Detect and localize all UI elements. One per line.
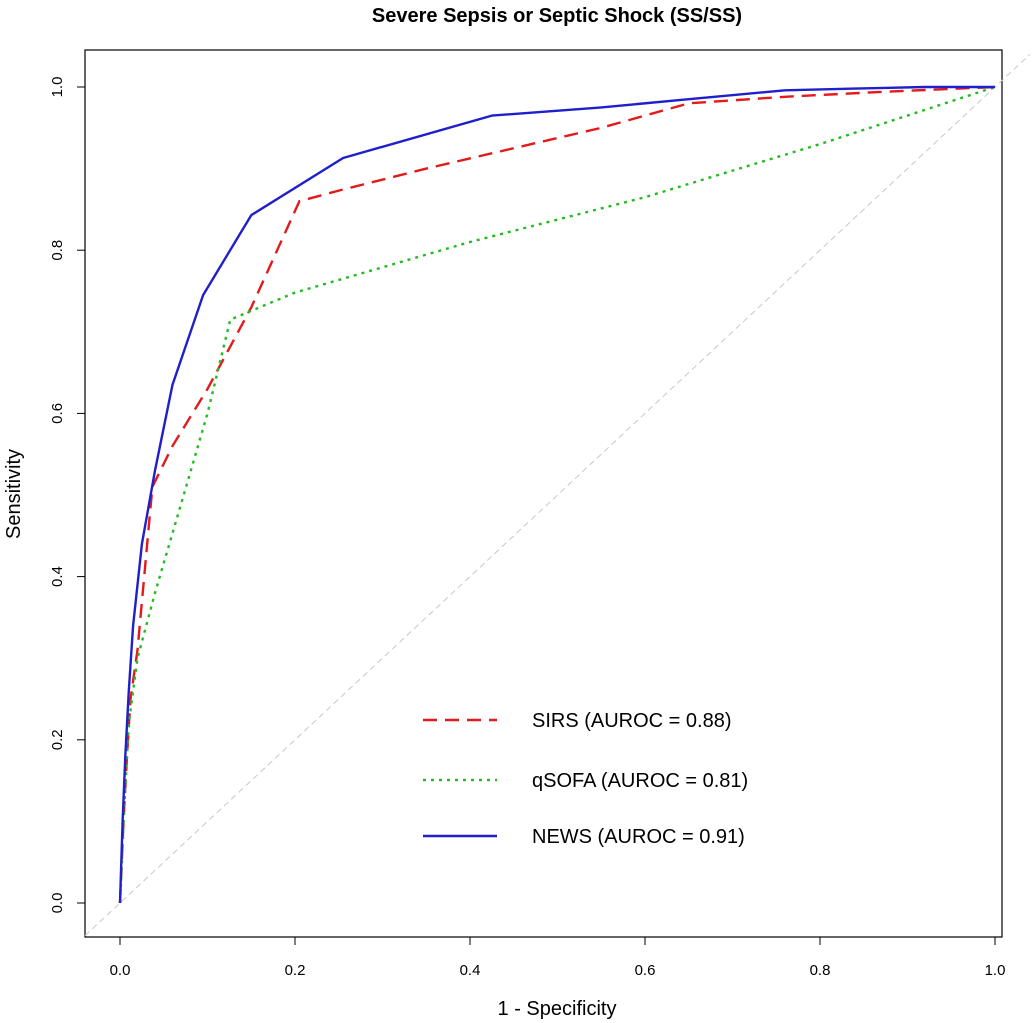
series-layer [118, 85, 996, 904]
y-tick-label: 0.4 [49, 566, 66, 587]
x-tick-label: 0.6 [635, 962, 656, 979]
plot-frame [84, 49, 1003, 938]
reference-line-layer [84, 53, 1031, 937]
x-tick-label: 0.2 [285, 962, 306, 979]
y-tick-label: 0.8 [49, 240, 66, 261]
x-tick-label: 1.0 [985, 962, 1006, 979]
legend-label-sirs: SIRS (AUROC = 0.88) [532, 710, 732, 732]
series-line-news [118, 85, 995, 904]
x-axis-label: 1 - Specificity [498, 998, 617, 1020]
y-axis: 0.0 0.2 0.4 0.6 0.8 1.0 [49, 77, 85, 914]
y-tick-label: 1.0 [49, 77, 66, 98]
y-tick-label: 0.2 [49, 729, 66, 750]
y-tick-label: 0.0 [49, 893, 66, 914]
legend-label-news: NEWS (AUROC = 0.91) [532, 826, 745, 848]
legend-label-qsofa: qSOFA (AUROC = 0.81) [532, 770, 748, 792]
x-tick-label: 0.4 [460, 962, 481, 979]
x-tick-label: 0.8 [810, 962, 831, 979]
series-line-sirs [118, 85, 996, 904]
reference-diagonal [84, 53, 1031, 937]
y-axis-label: Sensitivity [3, 449, 25, 539]
chart-title: Severe Sepsis or Septic Shock (SS/SS) [372, 5, 742, 27]
x-tick-label: 0.0 [110, 962, 131, 979]
x-axis: 0.0 0.2 0.4 0.6 0.8 1.0 [110, 937, 1006, 979]
legend: SIRS (AUROC = 0.88) qSOFA (AUROC = 0.81) N… [423, 710, 748, 848]
y-tick-label: 0.6 [49, 403, 66, 424]
